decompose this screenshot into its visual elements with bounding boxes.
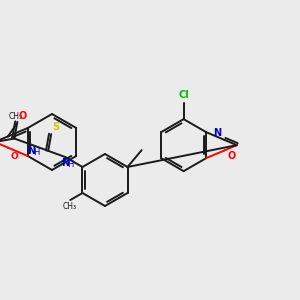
Text: N: N	[27, 146, 35, 156]
Text: N: N	[61, 158, 69, 168]
Text: O: O	[228, 151, 236, 161]
Text: H: H	[33, 148, 40, 157]
Text: CH₃: CH₃	[62, 202, 76, 211]
Text: CH₃: CH₃	[9, 112, 23, 121]
Text: Cl: Cl	[178, 90, 189, 100]
Text: N: N	[213, 128, 222, 138]
Text: S: S	[52, 122, 59, 132]
Text: O: O	[18, 111, 27, 121]
Text: H: H	[67, 160, 73, 169]
Text: O: O	[11, 152, 19, 160]
